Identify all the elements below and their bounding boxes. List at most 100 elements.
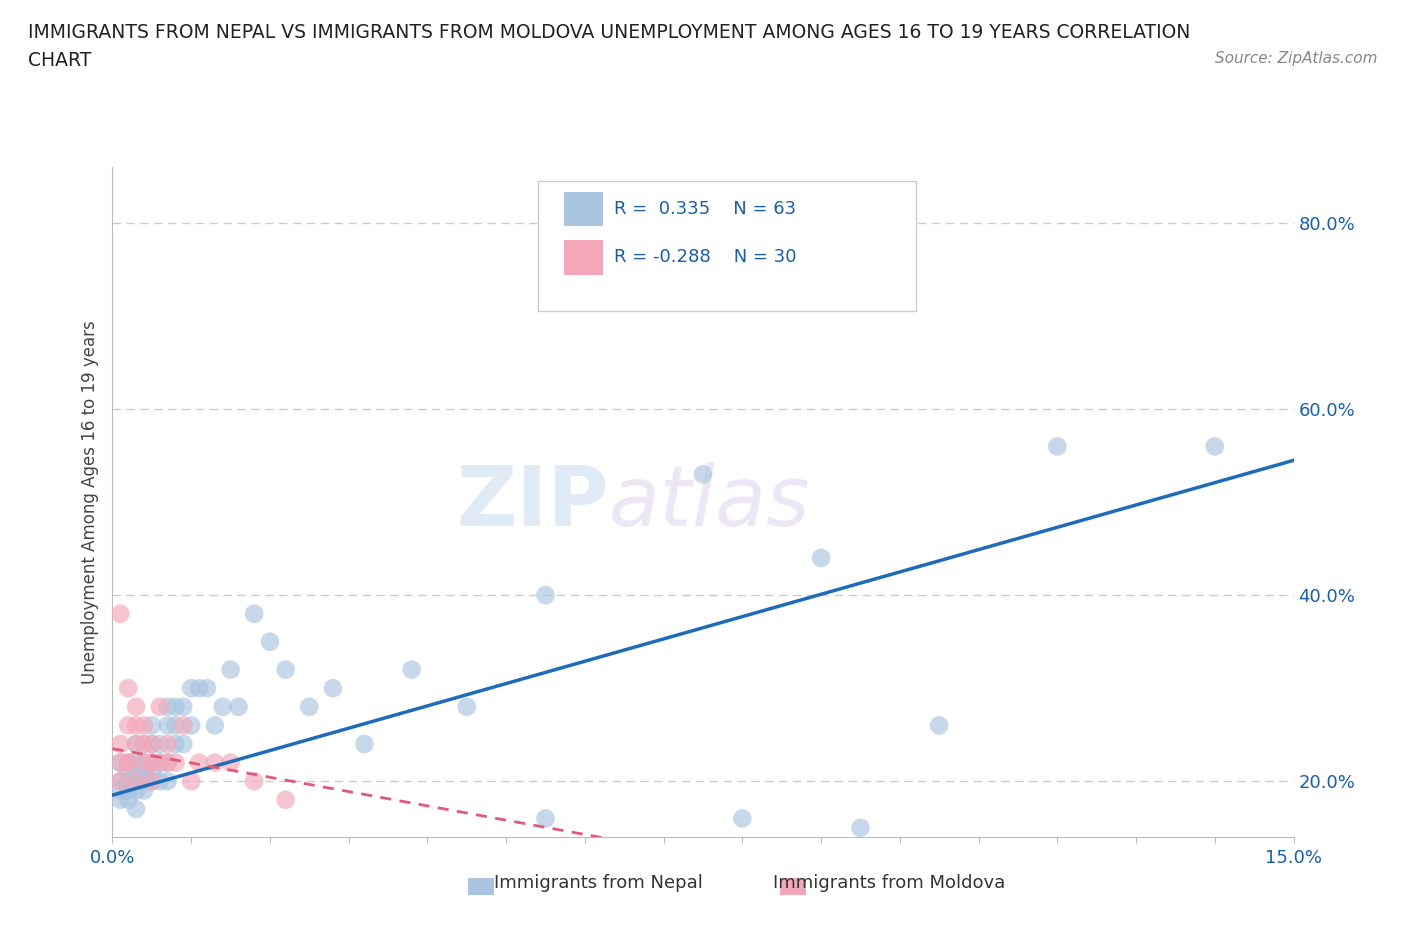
Point <box>141 737 163 751</box>
Point <box>149 755 172 770</box>
Point <box>110 737 132 751</box>
Text: ZIP: ZIP <box>456 461 609 543</box>
Point <box>110 755 132 770</box>
Point <box>172 718 194 733</box>
Point <box>274 662 297 677</box>
Point <box>132 737 155 751</box>
Point <box>132 764 155 779</box>
Point <box>132 755 155 770</box>
Point <box>125 802 148 817</box>
Point <box>613 848 636 863</box>
Point <box>125 737 148 751</box>
Point <box>156 718 179 733</box>
Point <box>125 699 148 714</box>
Point <box>165 699 187 714</box>
Bar <box>468 878 494 895</box>
Point <box>132 783 155 798</box>
Point <box>117 774 139 789</box>
Point <box>117 755 139 770</box>
Point <box>204 718 226 733</box>
Point <box>188 681 211 696</box>
Point <box>117 681 139 696</box>
Point <box>401 662 423 677</box>
Point <box>132 718 155 733</box>
Point <box>219 755 242 770</box>
Point <box>156 737 179 751</box>
Text: atlas: atlas <box>609 461 810 543</box>
Point <box>156 755 179 770</box>
Text: CHART: CHART <box>28 51 91 70</box>
Point <box>692 467 714 482</box>
Point <box>117 718 139 733</box>
Point <box>165 755 187 770</box>
Point <box>165 718 187 733</box>
Point <box>125 755 148 770</box>
Point <box>534 811 557 826</box>
Point <box>149 737 172 751</box>
Point <box>322 681 344 696</box>
Point <box>141 755 163 770</box>
Bar <box>780 878 806 895</box>
Text: Immigrants from Moldova: Immigrants from Moldova <box>773 874 1005 892</box>
Point <box>141 755 163 770</box>
Text: R =  0.335    N = 63: R = 0.335 N = 63 <box>614 200 797 218</box>
Point <box>110 783 132 798</box>
Point <box>172 699 194 714</box>
Text: R = -0.288    N = 30: R = -0.288 N = 30 <box>614 248 797 266</box>
Text: 0.0%: 0.0% <box>90 849 135 867</box>
Point <box>928 718 950 733</box>
Point <box>180 718 202 733</box>
Y-axis label: Unemployment Among Ages 16 to 19 years: Unemployment Among Ages 16 to 19 years <box>80 320 98 684</box>
Point <box>188 755 211 770</box>
Point <box>228 699 250 714</box>
Point <box>204 755 226 770</box>
Point <box>110 774 132 789</box>
Point <box>141 774 163 789</box>
Point <box>243 774 266 789</box>
Point <box>353 737 375 751</box>
Point <box>180 681 202 696</box>
Point <box>165 737 187 751</box>
Point <box>274 792 297 807</box>
FancyBboxPatch shape <box>537 180 915 312</box>
Point <box>141 764 163 779</box>
Text: 15.0%: 15.0% <box>1265 849 1322 867</box>
Point <box>243 606 266 621</box>
Point <box>810 551 832 565</box>
Point <box>1046 439 1069 454</box>
Point <box>132 774 155 789</box>
Point <box>534 588 557 603</box>
Point <box>149 755 172 770</box>
Point <box>141 774 163 789</box>
Text: Source: ZipAtlas.com: Source: ZipAtlas.com <box>1215 51 1378 66</box>
Point <box>125 764 148 779</box>
Point <box>259 634 281 649</box>
Point <box>141 718 163 733</box>
Point <box>1204 439 1226 454</box>
Point <box>219 662 242 677</box>
Point <box>117 764 139 779</box>
Point <box>211 699 233 714</box>
Point <box>456 699 478 714</box>
Point <box>132 755 155 770</box>
Point <box>172 737 194 751</box>
Point <box>298 699 321 714</box>
Point <box>110 792 132 807</box>
Point <box>195 681 218 696</box>
Point <box>132 737 155 751</box>
Point <box>125 774 148 789</box>
Point <box>117 783 139 798</box>
Point <box>731 811 754 826</box>
Point <box>117 755 139 770</box>
Point <box>156 774 179 789</box>
Point <box>156 755 179 770</box>
Point <box>125 718 148 733</box>
Point <box>125 737 148 751</box>
Point <box>117 755 139 770</box>
Point <box>110 606 132 621</box>
Text: Immigrants from Nepal: Immigrants from Nepal <box>494 874 703 892</box>
Point <box>849 820 872 835</box>
Point <box>125 783 148 798</box>
Point <box>141 737 163 751</box>
Point <box>117 792 139 807</box>
